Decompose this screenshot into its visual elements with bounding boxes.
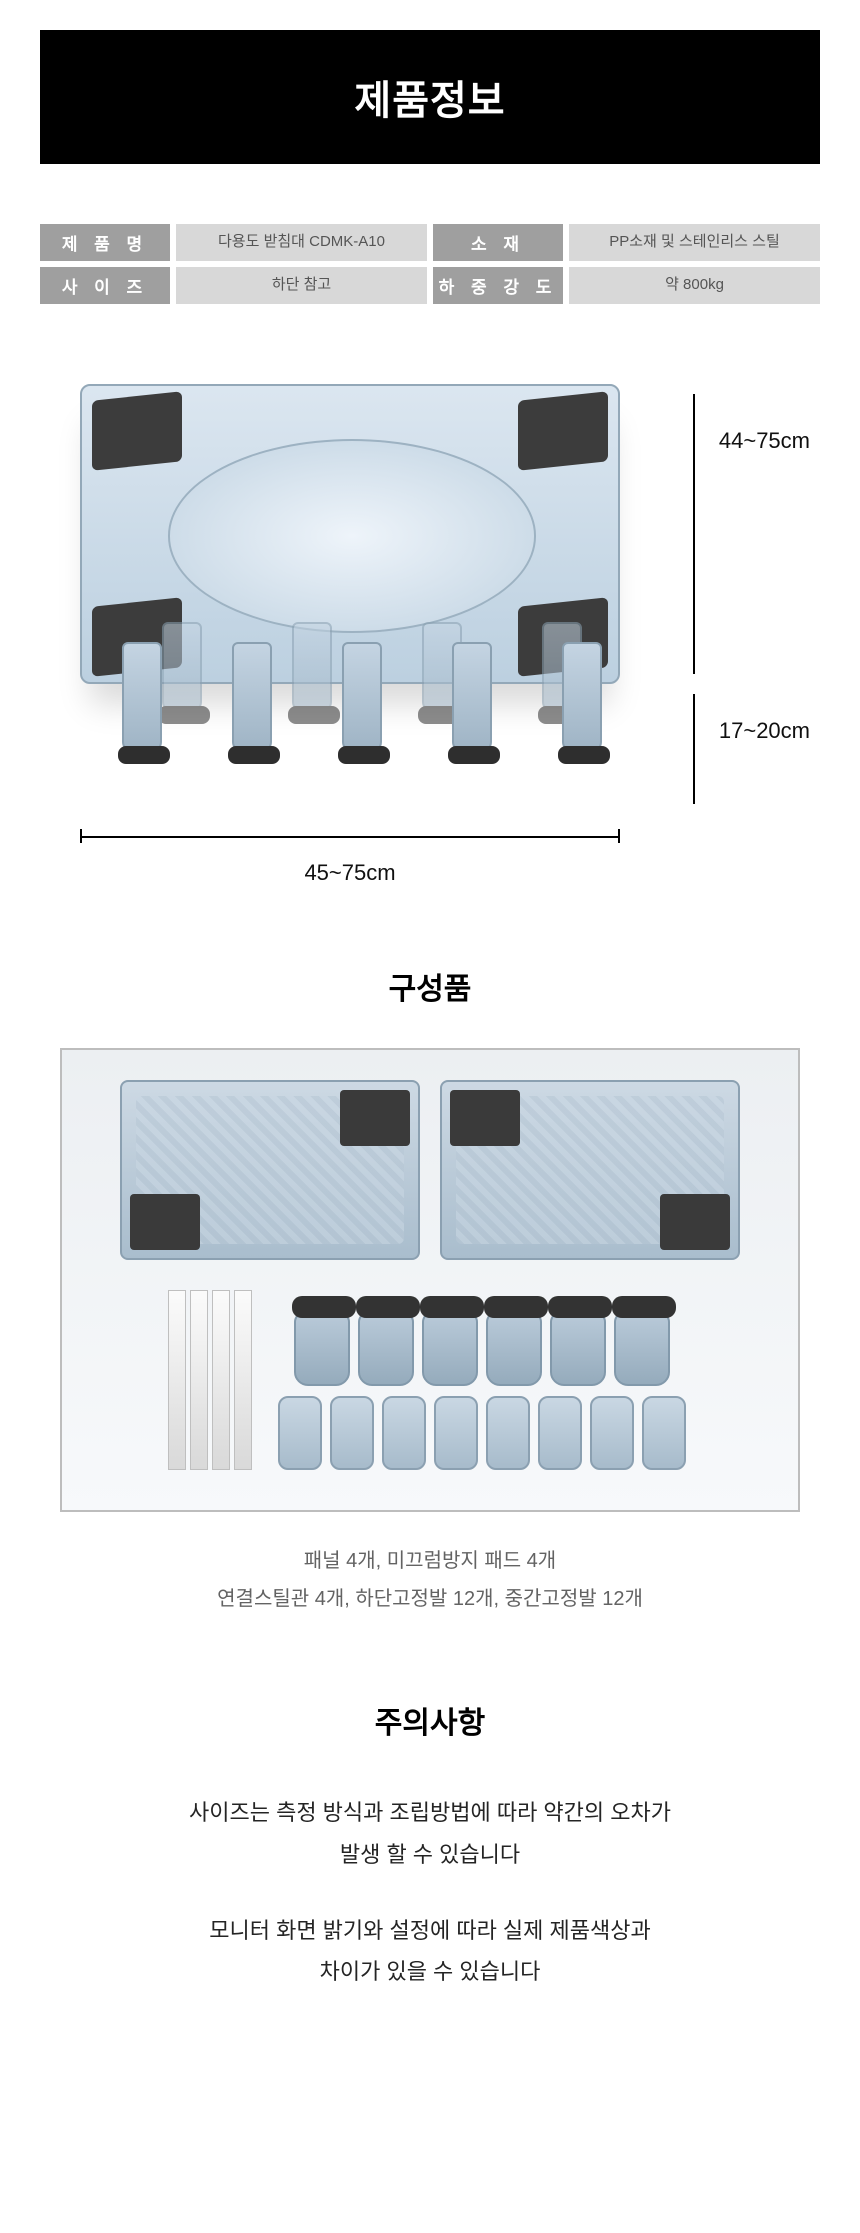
notice-line2: 발생 할 수 있습니다 <box>40 1834 820 1876</box>
anti-slip-pad <box>660 1194 730 1250</box>
notice-line4: 차이가 있을 수 있습니다 <box>40 1951 820 1993</box>
components-caption-line1: 패널 4개, 미끄럼방지 패드 4개 <box>0 1542 860 1580</box>
mid-foot <box>642 1396 686 1470</box>
anti-slip-pad <box>518 391 608 470</box>
mid-foot <box>590 1396 634 1470</box>
notice-line1: 사이즈는 측정 방식과 조립방법에 따라 약간의 오차가 <box>40 1792 820 1834</box>
fixing-foot <box>358 1312 414 1386</box>
spec-material-value: PP소재 및 스테인리스 스틸 <box>569 224 820 261</box>
fixing-foot <box>614 1312 670 1386</box>
notice-line3: 모니터 화면 밝기와 설정에 따라 실제 제품색상과 <box>40 1910 820 1952</box>
fixing-foot <box>294 1312 350 1386</box>
mid-foot <box>382 1396 426 1470</box>
steel-tube <box>212 1290 230 1470</box>
spec-name-label: 제 품 명 <box>40 224 170 261</box>
mid-foot <box>330 1396 374 1470</box>
dim-tick <box>618 829 620 843</box>
dim-line <box>693 394 695 674</box>
page-title-band: 제품정보 <box>40 30 820 164</box>
support-leg <box>292 622 332 712</box>
product-illustration <box>40 344 660 774</box>
panel-piece <box>440 1080 740 1260</box>
dim-line <box>80 836 620 838</box>
dimension-height: 17~20cm <box>719 714 810 744</box>
spec-table: 제 품 명 다용도 받침대 CDMK-A10 소 재 PP소재 및 스테인리스 … <box>40 224 820 304</box>
dim-line <box>693 694 695 804</box>
dimension-width-value: 45~75cm <box>304 860 395 885</box>
steel-tube <box>168 1290 186 1470</box>
fixing-foot <box>550 1312 606 1386</box>
support-leg <box>562 642 602 752</box>
dimension-depth: 44~75cm <box>719 424 810 454</box>
components-caption-line2: 연결스틸관 4개, 하단고정발 12개, 중간고정발 12개 <box>0 1580 860 1618</box>
components-title: 구성품 <box>0 964 860 1008</box>
fixing-foot <box>422 1312 478 1386</box>
notice-text: 사이즈는 측정 방식과 조립방법에 따라 약간의 오차가 발생 할 수 있습니다… <box>0 1782 860 2063</box>
anti-slip-pad <box>450 1090 520 1146</box>
platform-shape <box>80 384 620 684</box>
spec-load-label: 하 중 강 도 <box>433 267 563 304</box>
mid-foot <box>434 1396 478 1470</box>
support-leg <box>232 642 272 752</box>
dimension-width: 45~75cm <box>80 860 620 886</box>
components-image <box>60 1048 800 1512</box>
spec-size-label: 사 이 즈 <box>40 267 170 304</box>
dimension-diagram: 44~75cm 17~20cm 45~75cm <box>40 344 820 904</box>
fixing-foot <box>486 1312 542 1386</box>
support-leg <box>342 642 382 752</box>
dimension-depth-value: 44~75cm <box>719 428 810 453</box>
dim-tick <box>80 829 82 843</box>
support-leg <box>162 622 202 712</box>
anti-slip-pad <box>340 1090 410 1146</box>
fixing-feet-mid <box>272 1396 692 1470</box>
spec-size-value: 하단 참고 <box>176 267 427 304</box>
mid-foot <box>278 1396 322 1470</box>
spec-material-label: 소 재 <box>433 224 563 261</box>
steel-tube <box>190 1290 208 1470</box>
anti-slip-pad <box>92 391 182 470</box>
anti-slip-pad <box>130 1194 200 1250</box>
spec-name-value: 다용도 받침대 CDMK-A10 <box>176 224 427 261</box>
fixing-feet-top <box>272 1312 692 1386</box>
dimension-height-value: 17~20cm <box>719 718 810 743</box>
panel-piece <box>120 1080 420 1260</box>
components-caption: 패널 4개, 미끄럼방지 패드 4개 연결스틸관 4개, 하단고정발 12개, … <box>0 1542 860 1618</box>
spec-load-value: 약 800kg <box>569 267 820 304</box>
notice-title: 주의사항 <box>0 1698 860 1742</box>
mid-foot <box>486 1396 530 1470</box>
support-leg <box>452 642 492 752</box>
page-title: 제품정보 <box>354 79 505 123</box>
support-leg <box>122 642 162 752</box>
mid-foot <box>538 1396 582 1470</box>
steel-tube <box>234 1290 252 1470</box>
steel-tubes <box>168 1290 252 1470</box>
